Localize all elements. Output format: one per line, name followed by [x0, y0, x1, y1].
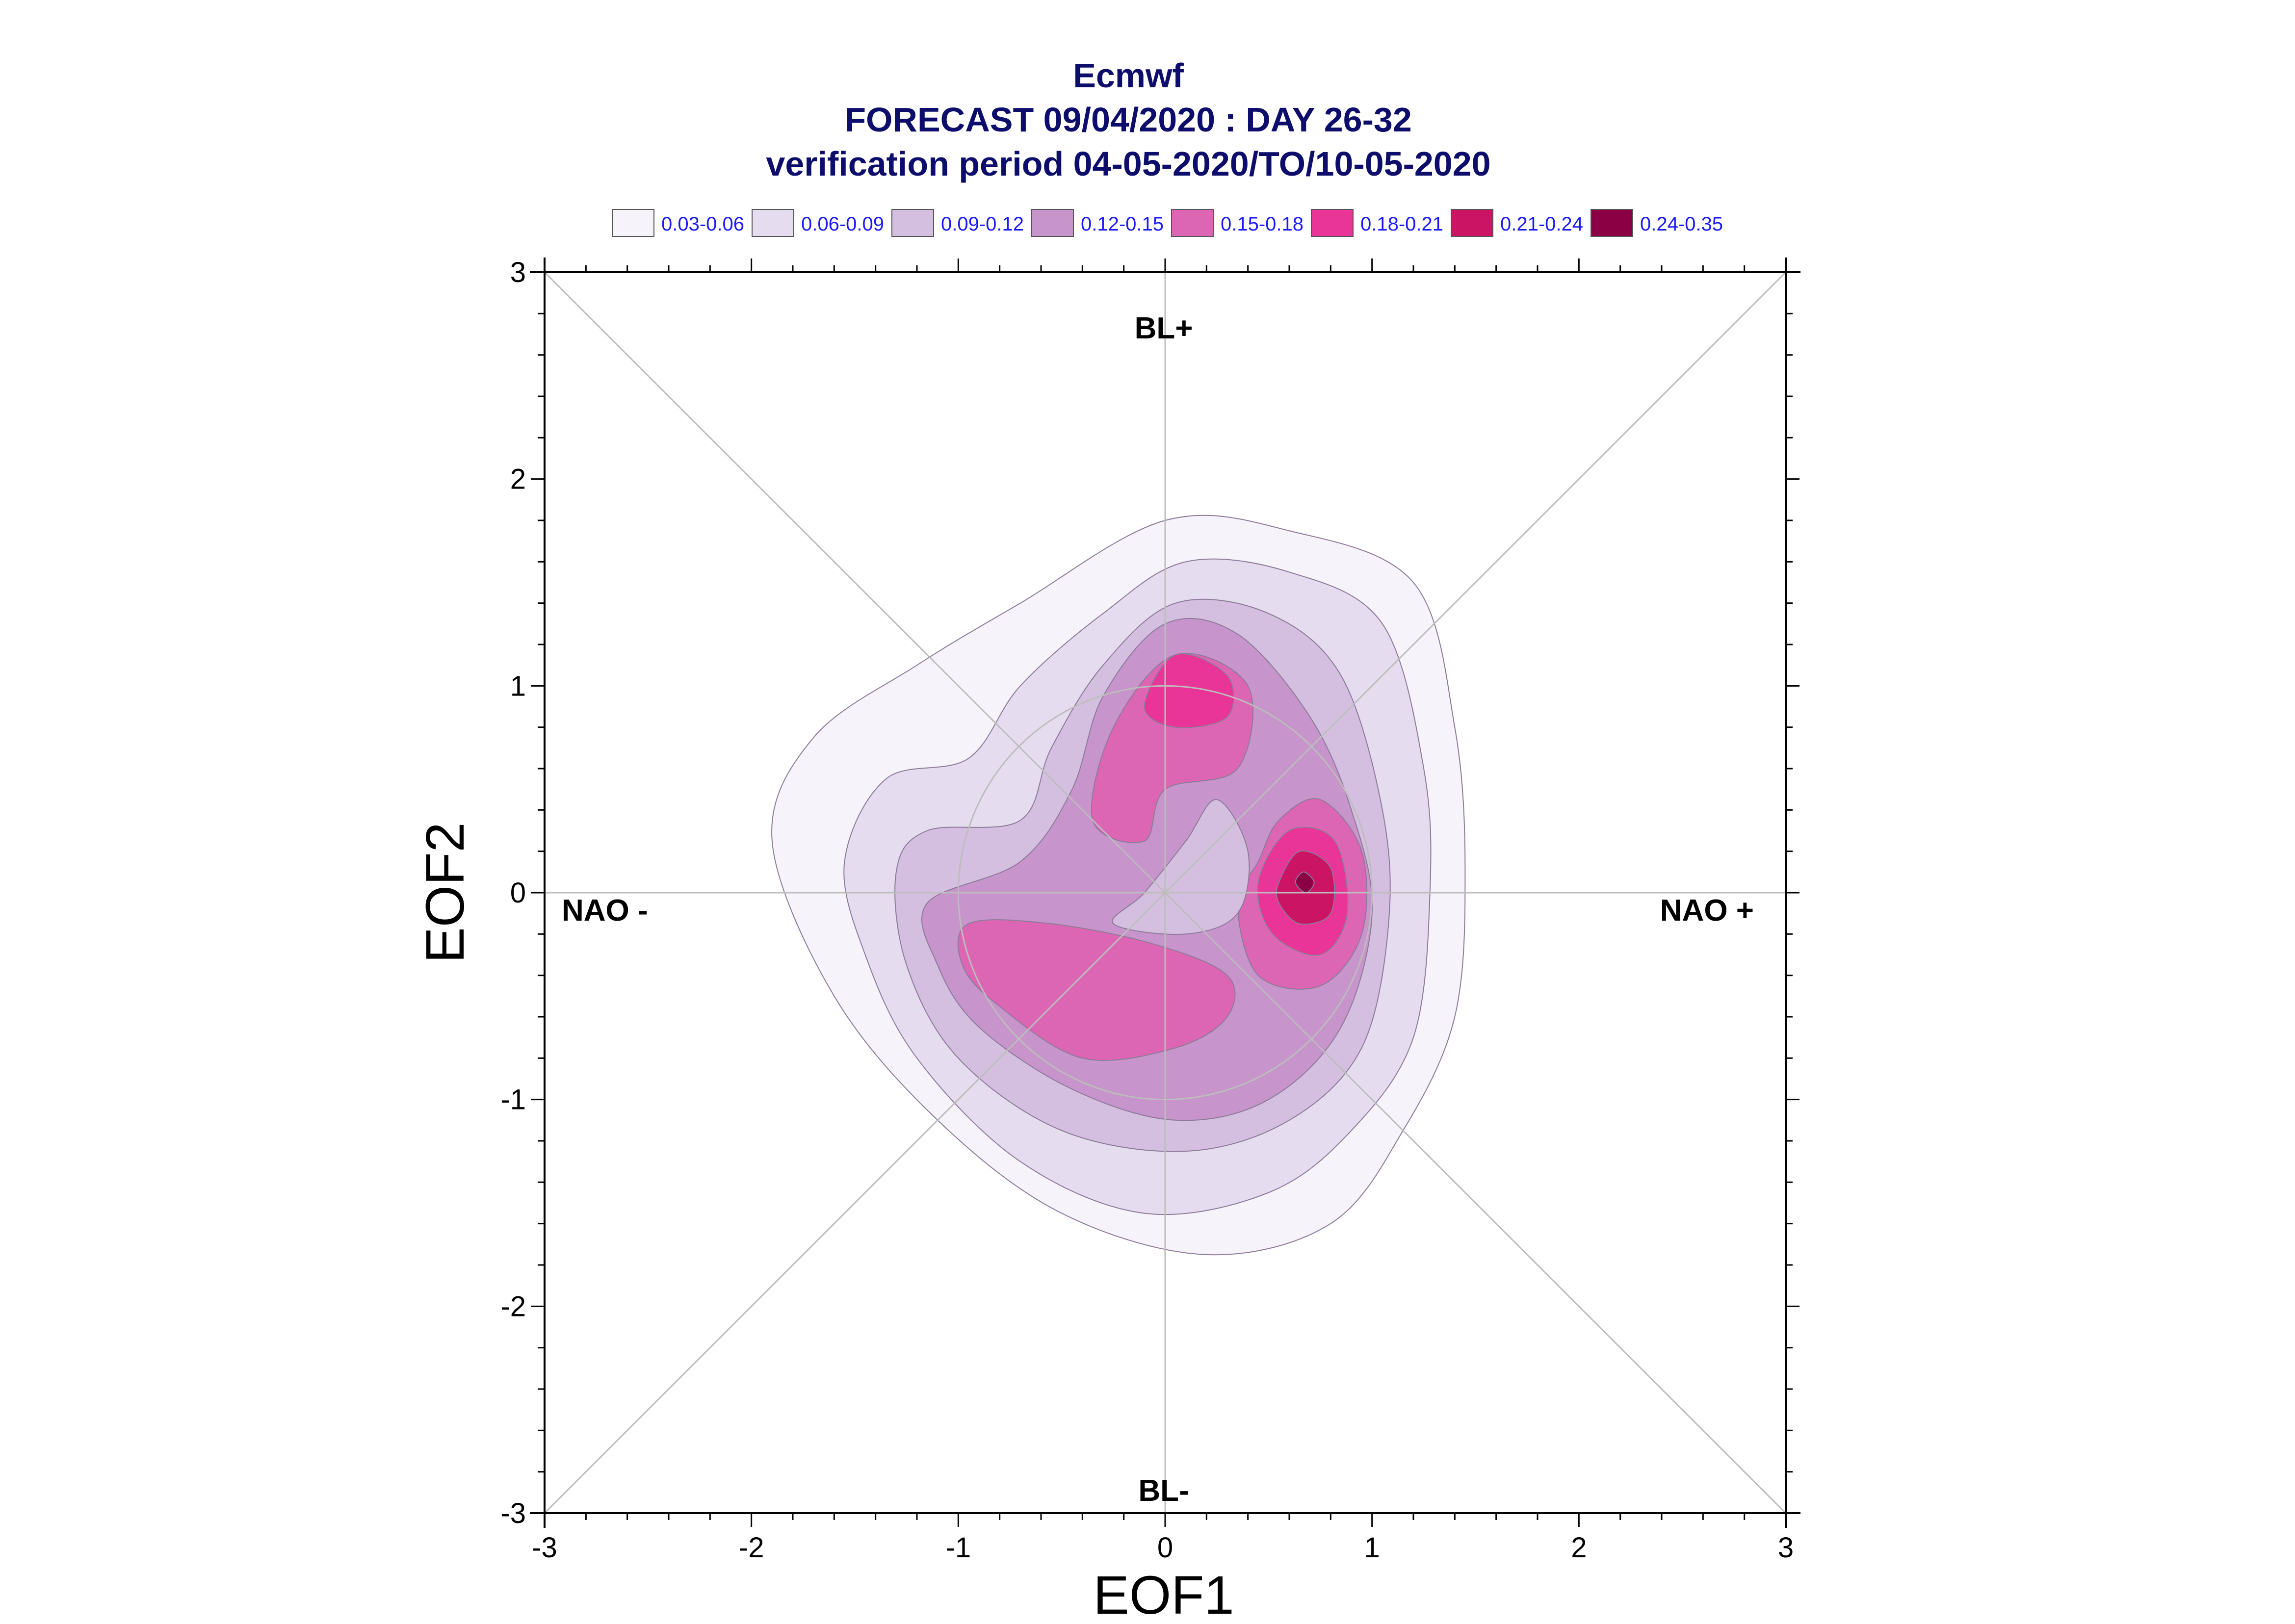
x-tick-label: 3: [1778, 1532, 1794, 1564]
legend-label: 0.15-0.18: [1221, 213, 1304, 235]
legend-swatch: [891, 209, 934, 237]
axis-ticks: -3 -2 -1 0 1 2 3 -3 -2 -1 0 1 2 3: [500, 257, 1799, 1564]
y-tick-label: 2: [510, 464, 526, 495]
title-line-1: Ecmwf: [1073, 56, 1184, 95]
legend-swatch: [1171, 209, 1214, 237]
y-tick-label: -3: [500, 1497, 526, 1529]
color-legend: 0.03-0.06 0.06-0.09 0.09-0.12 0.12-0.15 0.15…: [612, 209, 1723, 237]
y-axis-title: EOF2: [415, 822, 475, 963]
title-line-3: verification period 04-05-2020/TO/10-05-…: [766, 145, 1490, 183]
legend-label: 0.21-0.24: [1500, 213, 1583, 235]
y-tick-label: 0: [510, 877, 526, 909]
title-line-2: FORECAST 09/04/2020 : DAY 26-32: [845, 101, 1412, 139]
x-axis-title: EOF1: [1093, 1565, 1234, 1624]
x-tick-label: 2: [1571, 1532, 1587, 1564]
unit-circle: [957, 685, 1373, 1101]
legend-swatch: [752, 209, 794, 237]
legend-swatch: [1591, 209, 1633, 237]
legend-label: 0.24-0.35: [1640, 213, 1723, 235]
y-tick-label: -1: [500, 1084, 526, 1116]
regime-label-bl-plus: BL+: [1135, 311, 1193, 345]
legend-label: 0.18-0.21: [1360, 213, 1443, 235]
regime-labels: BL+ BL- NAO - NAO +: [562, 311, 1754, 1508]
chart-title: Ecmwf FORECAST 09/04/2020 : DAY 26-32 ve…: [766, 56, 1490, 183]
x-tick-label: -1: [946, 1532, 971, 1564]
legend-label: 0.09-0.12: [941, 213, 1024, 235]
legend-label: 0.06-0.09: [801, 213, 884, 235]
legend-swatch: [612, 209, 654, 237]
contour-level-5: [1144, 653, 1234, 728]
y-tick-label: 1: [510, 670, 526, 702]
contour-inner-hole: [1112, 799, 1250, 935]
x-tick-label: 1: [1364, 1532, 1380, 1564]
regime-label-nao-minus: NAO -: [562, 894, 648, 928]
regime-label-nao-plus: NAO +: [1660, 894, 1754, 928]
y-tick-label: -2: [500, 1290, 526, 1322]
legend-label: 0.03-0.06: [661, 213, 744, 235]
legend-label: 0.12-0.15: [1081, 213, 1164, 235]
x-tick-label: 0: [1157, 1532, 1173, 1564]
legend-swatch: [1451, 209, 1493, 237]
legend-swatch: [1031, 209, 1074, 237]
x-tick-label: -3: [532, 1532, 557, 1564]
y-tick-label: 3: [510, 257, 526, 288]
regime-label-bl-minus: BL-: [1138, 1474, 1189, 1508]
guide-lines: [544, 271, 1787, 1514]
x-tick-label: -2: [739, 1532, 764, 1564]
contour-level-7: [1295, 871, 1315, 894]
legend-swatch: [1311, 209, 1354, 237]
